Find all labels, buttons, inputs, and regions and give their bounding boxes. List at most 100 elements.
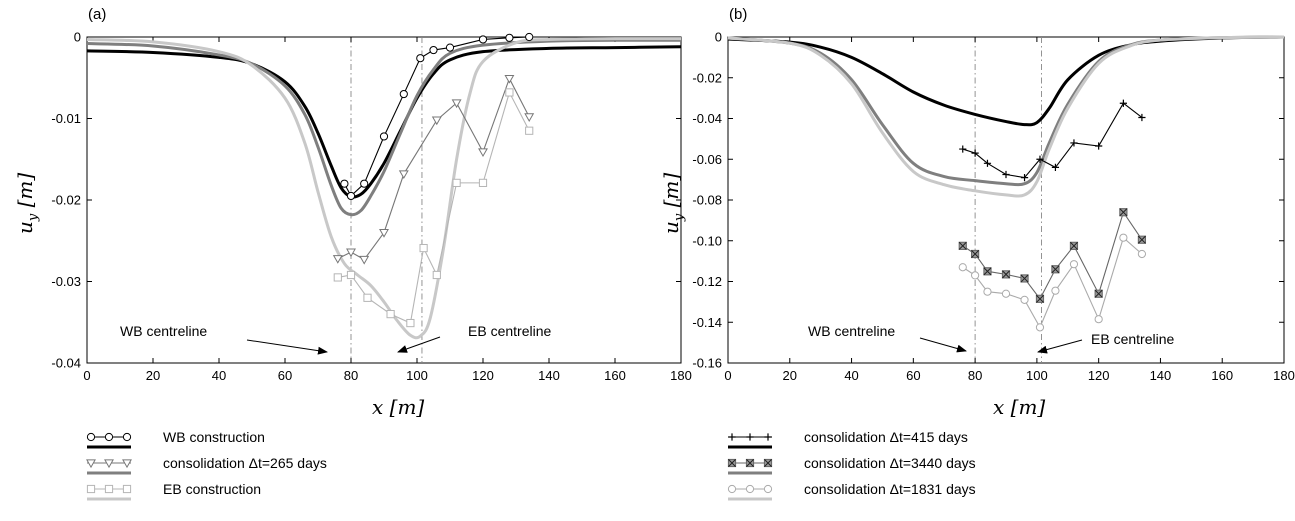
legend-marker: [104, 459, 114, 469]
y-ticks: 0 -0.01 -0.02 -0.03 -0.04: [51, 30, 681, 371]
fem-curve-consolidation-t-265-days: [86, 38, 682, 217]
data-point: [332, 255, 343, 264]
measured-consolidation-t-3440-days: [958, 208, 1147, 303]
y-tick-label: -0.04: [51, 356, 81, 371]
wb-centreline-annotation: WB centreline: [808, 323, 895, 339]
x-tick-label: 40: [212, 368, 226, 383]
legend-label: EB construction: [163, 481, 261, 497]
x-tick-label: 140: [538, 368, 560, 383]
legend-marker: [745, 458, 755, 468]
data-point: [1051, 286, 1060, 295]
x-axis-unit: [m]: [1011, 395, 1046, 419]
data-point: [1001, 289, 1011, 298]
y-tick-label: -0.16: [692, 356, 722, 371]
legend-label: consolidation Δt=265 days: [163, 455, 327, 471]
x-axis-label: x [m]: [993, 395, 1045, 419]
data-point: [432, 270, 441, 280]
data-point: [386, 310, 395, 319]
x-tick-label: 40: [844, 368, 858, 383]
legend-marker: [104, 484, 114, 494]
legend-marker: [746, 433, 754, 441]
data-point: [1036, 155, 1044, 163]
legend-label: consolidation Δt=415 days: [804, 429, 968, 445]
y-axis-label: uy [m]: [13, 173, 41, 234]
y-tick-label: -0.12: [692, 274, 722, 289]
wb-centreline-annotation: WB centreline: [120, 323, 207, 339]
measured-wb-construction: [340, 32, 534, 201]
legend-label: WB construction: [163, 429, 265, 445]
legend: consolidation Δt=415 days consolidation Δ…: [727, 429, 976, 501]
data-point: [505, 88, 514, 97]
y-ticks: 0 -0.02 -0.04 -0.06 -0.08 -0.10 -0.12 -0.14 -0.1…: [692, 30, 1284, 371]
data-point: [1095, 142, 1103, 150]
y-axis-sub: y: [26, 213, 41, 222]
wb-centreline-arrow: [246, 339, 328, 355]
y-axis-var: u: [659, 221, 683, 234]
measured-line: [962, 236, 1143, 329]
data-point: [360, 179, 369, 188]
legend-marker: [727, 484, 737, 494]
y-axis-sub: y: [672, 213, 687, 222]
centrelines: [350, 37, 423, 363]
data-point: [1020, 274, 1029, 283]
data-point: [359, 255, 370, 265]
y-axis-var: u: [13, 221, 37, 234]
legend-marker: [727, 458, 737, 468]
data-point: [1020, 295, 1029, 304]
data-point: [1119, 208, 1128, 217]
eb-centreline-arrow: [397, 336, 441, 353]
data-point: [1094, 315, 1103, 324]
measured-eb-construction: [333, 88, 534, 328]
data-point: [1137, 235, 1147, 244]
data-point: [1138, 113, 1146, 122]
y-tick-label: 0: [715, 30, 722, 45]
y-tick-label: -0.14: [692, 315, 722, 330]
fem-curves: [86, 37, 682, 340]
fem-curves: [727, 35, 1285, 198]
plot-frame: [86, 36, 682, 364]
data-point: [431, 116, 442, 126]
panel-label: (a): [88, 6, 106, 23]
legend-marker: [763, 484, 773, 494]
panel-label: (b): [729, 6, 747, 23]
data-point: [971, 149, 979, 157]
eb-centreline-annotation: EB centreline: [468, 323, 551, 339]
data-point: [1001, 270, 1011, 279]
y-tick-label: -0.06: [692, 152, 722, 167]
data-point: [1094, 289, 1103, 298]
x-ticks: 0 20 40 60 80 100 120 140 160 180: [724, 37, 1295, 383]
legend-marker: [122, 459, 132, 469]
measured-line: [343, 36, 530, 197]
panel-b: (b) 0 20 40 60 80 100 120 140 160 180 0 -0.02 -0.04…: [659, 6, 1295, 501]
y-tick-label: 0: [74, 30, 81, 45]
x-axis-label: x [m]: [372, 395, 424, 419]
data-point: [505, 33, 514, 42]
y-tick-label: -0.02: [51, 193, 81, 208]
legend-label: consolidation Δt=3440 days: [804, 455, 976, 471]
measured-consolidation-t-1831-days: [958, 233, 1147, 332]
legend-marker: [764, 433, 772, 441]
y-tick-label: -0.08: [692, 193, 722, 208]
x-tick-label: 80: [344, 368, 358, 383]
data-point: [478, 178, 488, 187]
legend-item: consolidation Δt=1831 days: [727, 481, 976, 501]
data-point: [1035, 323, 1045, 332]
centrelines: [974, 37, 1042, 363]
fem-curve-consolidation-t-1831-days: [727, 35, 1285, 198]
data-point: [478, 35, 488, 44]
legend-item: consolidation Δt=265 days: [86, 455, 327, 475]
legend-item: consolidation Δt=3440 days: [727, 455, 976, 475]
y-axis-unit: [m]: [13, 173, 37, 214]
legend-item: EB construction: [86, 481, 261, 501]
data-point: [340, 179, 349, 188]
data-point: [958, 241, 967, 250]
x-tick-label: 160: [604, 368, 626, 383]
data-point: [399, 89, 408, 99]
data-point: [452, 178, 461, 187]
x-axis-unit: [m]: [390, 395, 425, 419]
data-point: [416, 54, 425, 63]
measured-line: [337, 77, 530, 261]
data-point: [429, 45, 438, 55]
wb-centreline-arrow: [919, 337, 967, 353]
x-tick-label: 60: [906, 368, 920, 383]
